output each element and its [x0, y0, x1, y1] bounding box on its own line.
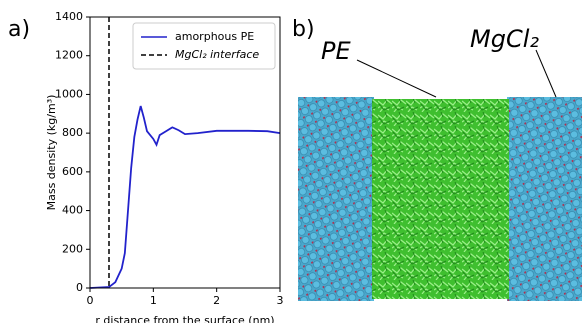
y-tick-label: 1400 — [55, 10, 83, 23]
y-tick-label: 1200 — [55, 49, 83, 62]
x-tick-label: 0 — [87, 294, 94, 307]
x-axis-label: r distance from the surface (nm) — [95, 314, 274, 323]
panel-label: b) — [292, 17, 315, 42]
y-tick-label: 200 — [62, 242, 83, 255]
y-tick-label: 600 — [62, 165, 83, 178]
panel-label: a) — [8, 17, 30, 42]
legend-label: MgCl₂ interface — [175, 48, 259, 61]
legend: amorphous PE MgCl₂ interface — [132, 22, 276, 70]
y-tick-label: 800 — [62, 126, 83, 139]
plot-frame — [89, 16, 281, 289]
y-axis-label: Mass density (kg/m³) — [45, 95, 58, 211]
legend-label: amorphous PE — [175, 30, 254, 43]
legend-box — [132, 22, 276, 70]
x-tick-label: 1 — [150, 294, 157, 307]
x-tick-label: 2 — [213, 294, 220, 307]
y-tick-label: 0 — [76, 281, 83, 294]
simulation-image — [298, 49, 582, 301]
data-line — [89, 105, 281, 289]
y-tick-label: 400 — [62, 204, 83, 217]
image-label: PE — [321, 37, 351, 65]
y-tick-label: 1000 — [55, 87, 83, 100]
pe-region — [372, 99, 509, 299]
pointer — [535, 49, 557, 98]
mgcl2-slab — [507, 97, 582, 301]
x-tick-label: 3 — [277, 294, 284, 307]
mgcl2-slab — [298, 97, 374, 301]
image-label: MgCl₂ — [470, 25, 539, 53]
pointer — [356, 59, 437, 98]
